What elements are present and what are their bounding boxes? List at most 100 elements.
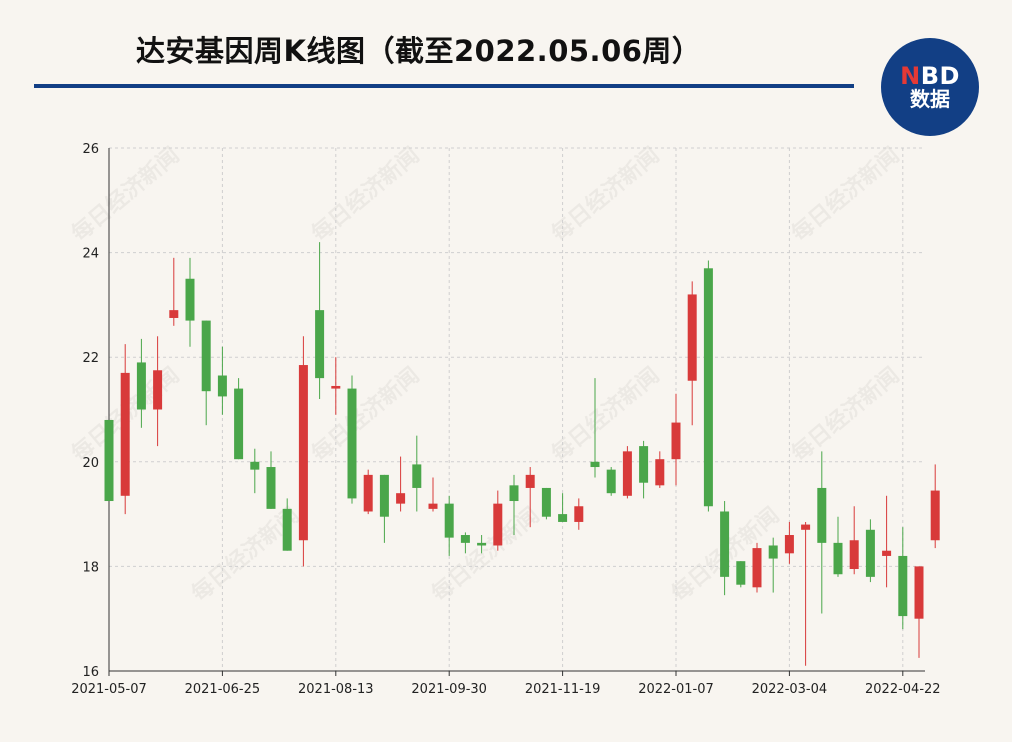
- nbd-logo: NBD 数据: [881, 38, 979, 136]
- candle: [687, 281, 697, 426]
- candle-body: [298, 365, 308, 541]
- candle-body: [639, 446, 649, 483]
- candle: [298, 336, 308, 567]
- logo-bd-letters: BD: [920, 61, 960, 90]
- watermark-text: 每日经济新闻: [307, 142, 425, 247]
- candle: [736, 561, 746, 588]
- candle-body: [574, 506, 584, 522]
- logo-n-letter: N: [900, 61, 921, 90]
- candle: [396, 456, 406, 512]
- candle-body: [477, 542, 487, 546]
- candle: [768, 537, 778, 593]
- candle-body: [266, 467, 276, 509]
- candle: [153, 336, 163, 447]
- candle-body: [801, 524, 811, 530]
- candle-body: [833, 542, 843, 575]
- y-tick-label: 22: [82, 351, 99, 366]
- candle-body: [865, 529, 875, 577]
- candle-body: [460, 535, 470, 543]
- candle: [282, 498, 292, 551]
- candle-body: [703, 268, 713, 507]
- candle: [266, 451, 276, 509]
- chart-title: 达安基因周K线图（截至2022.05.06周）: [136, 34, 702, 68]
- candle-body: [185, 278, 195, 321]
- candle-body: [379, 474, 389, 517]
- candle-body: [558, 514, 568, 522]
- candle-body: [849, 540, 859, 570]
- candle-body: [655, 459, 665, 486]
- x-tick-label: 2021-05-07: [71, 682, 147, 697]
- candle: [590, 378, 600, 478]
- candle: [817, 451, 827, 614]
- x-tick-label: 2021-11-19: [525, 682, 601, 697]
- candle: [444, 495, 454, 556]
- candle-body: [898, 555, 908, 617]
- candle: [849, 506, 859, 575]
- candle: [784, 521, 794, 564]
- title-underline: [34, 84, 854, 88]
- logo-data-text: 数据: [910, 87, 950, 112]
- candle: [914, 566, 924, 658]
- candle-body: [736, 561, 746, 585]
- axes: 16 18 20 22 24 26 2021-05-07 2021-06-25 2021-08-…: [71, 142, 940, 697]
- candle: [703, 260, 713, 512]
- candle-body: [687, 294, 697, 381]
- candle: [201, 320, 211, 426]
- candle: [882, 495, 892, 588]
- candle: [574, 498, 584, 530]
- x-tick-label: 2022-01-07: [638, 682, 714, 697]
- candle-body: [541, 487, 551, 517]
- candle-body: [525, 474, 535, 488]
- candle-body: [412, 464, 422, 488]
- candle-body: [363, 474, 373, 512]
- candle: [622, 446, 632, 499]
- candle-body: [104, 419, 114, 502]
- watermark-text: 每日经济新闻: [787, 142, 905, 247]
- candle-body: [331, 385, 341, 389]
- candle: [671, 393, 681, 486]
- candle-body: [347, 388, 357, 499]
- candle-body: [752, 548, 762, 588]
- candle: [347, 375, 357, 504]
- candle: [509, 474, 519, 536]
- candle: [104, 419, 114, 502]
- candle: [639, 440, 649, 499]
- candle-body: [817, 487, 827, 543]
- candle: [720, 501, 730, 596]
- candle-body: [444, 503, 454, 538]
- candle-body: [396, 493, 406, 504]
- candle: [525, 467, 535, 528]
- x-tick-label: 2022-04-22: [865, 682, 941, 697]
- candle-body: [768, 545, 778, 559]
- candle: [185, 257, 195, 347]
- watermark-text: 每日经济新闻: [547, 142, 665, 247]
- candle: [250, 448, 260, 494]
- candle: [460, 532, 470, 554]
- x-tick-label: 2021-06-25: [185, 682, 261, 697]
- candle-body: [217, 375, 227, 397]
- candle-body: [136, 362, 146, 410]
- candle-body: [784, 535, 794, 554]
- grid-lines: [108, 147, 925, 671]
- candle: [833, 516, 843, 577]
- candle-body: [428, 503, 438, 509]
- candle-body: [120, 372, 130, 496]
- watermark-text: 每日经济新闻: [307, 362, 425, 467]
- watermark-text: 每日经济新闻: [427, 502, 545, 607]
- y-tick-label: 18: [82, 560, 99, 575]
- candle: [477, 535, 487, 554]
- candle: [930, 464, 940, 549]
- candle-body: [590, 461, 600, 468]
- logo-nbd-text: NBD: [900, 61, 960, 90]
- watermark-text: 每日经济新闻: [67, 142, 185, 247]
- candle-body: [671, 422, 681, 460]
- candle: [606, 467, 616, 496]
- candle-body: [606, 469, 616, 494]
- candle-body: [282, 508, 292, 551]
- candle-body: [509, 485, 519, 502]
- x-tick-label: 2022-03-04: [752, 682, 828, 697]
- candle: [898, 527, 908, 630]
- candle-body: [914, 566, 924, 619]
- x-tick-label: 2021-09-30: [411, 682, 487, 697]
